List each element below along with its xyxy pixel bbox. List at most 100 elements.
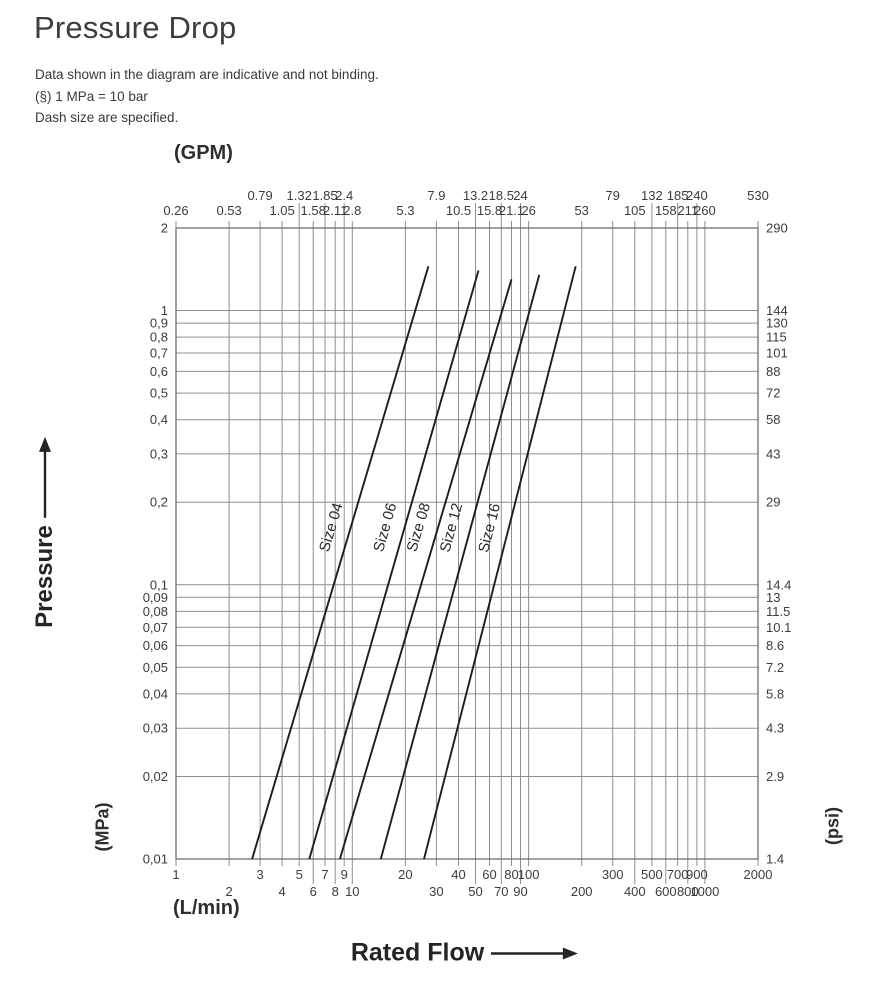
top-tick-label: 53 xyxy=(574,203,588,218)
bottom-tick-label: 200 xyxy=(571,884,593,899)
bottom-tick-label: 20 xyxy=(398,867,412,882)
right-tick-label: 130 xyxy=(766,316,788,331)
top-tick-label: 260 xyxy=(694,203,716,218)
right-tick-label: 72 xyxy=(766,386,780,401)
right-tick-label: 88 xyxy=(766,364,780,379)
bottom-tick-label: 9 xyxy=(341,867,348,882)
y-axis-name: Pressure xyxy=(31,436,59,628)
left-tick-label: 0,09 xyxy=(143,590,168,605)
y-axis-name-text: Pressure xyxy=(31,525,58,628)
top-tick-label: 2.8 xyxy=(343,203,361,218)
right-tick-label: 43 xyxy=(766,446,780,461)
right-tick-label: 29 xyxy=(766,495,780,510)
series-line xyxy=(379,274,541,860)
top-tick-label: 530 xyxy=(747,188,769,203)
bottom-tick-label: 6 xyxy=(310,884,317,899)
note-line-3: Dash size are specified. xyxy=(35,110,179,126)
chart-notes: Data shown in the diagram are indicative… xyxy=(35,64,379,129)
bottom-tick-label: 500 xyxy=(641,867,663,882)
bottom-tick-label: 3 xyxy=(256,867,263,882)
left-tick-label: 0,08 xyxy=(143,604,168,619)
bottom-tick-label: 2000 xyxy=(744,867,773,882)
bottom-tick-label: 800 xyxy=(677,884,699,899)
left-tick-label: 0,06 xyxy=(143,638,168,653)
x-axis-name: Rated Flow xyxy=(351,939,579,968)
series-label: Size 12 xyxy=(437,501,467,554)
bottom-tick-label: 90 xyxy=(513,884,527,899)
bottom-axis-unit-label: (L/min) xyxy=(173,897,240,919)
right-tick-label: 7.2 xyxy=(766,660,784,675)
bottom-tick-label: 50 xyxy=(468,884,482,899)
series-line xyxy=(308,270,480,860)
right-tick-label: 14.4 xyxy=(766,577,791,592)
right-tick-label: 5.8 xyxy=(766,686,784,701)
top-tick-label: 1.85 xyxy=(312,188,337,203)
plot-frame xyxy=(175,227,759,860)
top-tick-label: 7.9 xyxy=(427,188,445,203)
bottom-tick-label: 70 xyxy=(494,884,508,899)
top-tick-label: 240 xyxy=(686,188,708,203)
left-tick-label: 0,4 xyxy=(150,412,168,427)
top-tick-label: 15.8 xyxy=(477,203,502,218)
left-tick-label: 1 xyxy=(161,303,168,318)
series-label: Size 06 xyxy=(370,501,400,554)
right-tick-label: 2.9 xyxy=(766,769,784,784)
bottom-tick-label: 600 xyxy=(655,884,677,899)
top-tick-label: 0.26 xyxy=(163,203,188,218)
right-tick-label: 11.5 xyxy=(766,604,790,619)
top-tick-label: 132 xyxy=(641,188,663,203)
bottom-tick-label: 900 xyxy=(686,867,708,882)
series-line xyxy=(423,266,577,860)
series-label: Size 04 xyxy=(316,501,347,554)
top-tick-label: 21.1 xyxy=(499,203,524,218)
left-axis-unit-label: (MPa) xyxy=(92,802,113,852)
right-tick-label: 1.4 xyxy=(766,852,784,867)
bottom-tick-label: 2 xyxy=(225,884,232,899)
bottom-tick-label: 80 xyxy=(504,867,518,882)
note-line-1: Data shown in the diagram are indicative… xyxy=(35,67,379,82)
bottom-tick-label: 8 xyxy=(332,884,339,899)
bottom-tick-label: 7 xyxy=(321,867,328,882)
series-line xyxy=(338,279,513,860)
top-tick-label: 13.2 xyxy=(463,188,488,203)
left-tick-label: 2 xyxy=(161,221,168,236)
right-tick-label: 4.3 xyxy=(766,721,784,736)
left-tick-label: 0,03 xyxy=(143,721,168,736)
right-arrow-icon xyxy=(491,947,579,959)
left-tick-label: 0,05 xyxy=(143,660,168,675)
bottom-tick-label: 4 xyxy=(278,884,285,899)
top-tick-label: 105 xyxy=(624,203,646,218)
right-tick-label: 10.1 xyxy=(766,620,791,635)
series-label: Size 16 xyxy=(475,502,504,555)
right-tick-label: 115 xyxy=(766,330,787,345)
right-tick-label: 290 xyxy=(766,221,788,236)
top-tick-label: 1.05 xyxy=(269,203,294,218)
bottom-tick-label: 10 xyxy=(345,884,359,899)
top-tick-label: 1.58 xyxy=(301,203,326,218)
bottom-tick-label: 40 xyxy=(451,867,465,882)
right-tick-label: 8.6 xyxy=(766,638,784,653)
bottom-tick-label: 700 xyxy=(667,867,689,882)
top-tick-label: 2.4 xyxy=(335,188,353,203)
left-tick-label: 0,5 xyxy=(150,386,168,401)
top-tick-label: 18.5 xyxy=(489,188,514,203)
top-tick-label: 1.32 xyxy=(287,188,312,203)
bottom-tick-label: 30 xyxy=(429,884,443,899)
top-tick-label: 10.5 xyxy=(446,203,471,218)
top-tick-label: 79 xyxy=(605,188,619,203)
left-tick-label: 0,04 xyxy=(143,686,168,701)
bottom-tick-label: 300 xyxy=(602,867,624,882)
top-tick-label: 24 xyxy=(513,188,527,203)
x-axis-name-text: Rated Flow xyxy=(350,938,485,967)
left-tick-label: 0,3 xyxy=(150,446,168,461)
series-label: Size 08 xyxy=(404,501,435,554)
right-tick-label: 101 xyxy=(766,346,788,361)
bottom-tick-label: 60 xyxy=(482,867,496,882)
right-tick-label: 144 xyxy=(766,303,788,318)
left-tick-label: 0,02 xyxy=(143,769,168,784)
left-tick-label: 0,07 xyxy=(143,620,168,635)
bottom-tick-label: 400 xyxy=(624,884,646,899)
